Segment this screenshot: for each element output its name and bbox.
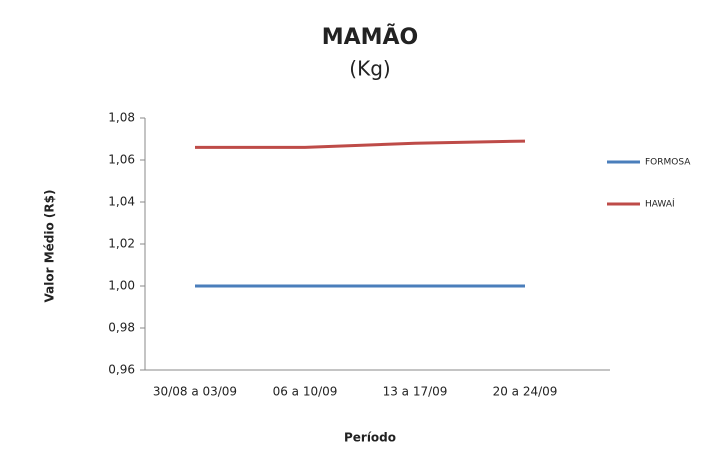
x-axis-label: Período — [344, 431, 396, 445]
y-tick-label: 1,00 — [108, 279, 135, 293]
chart-subtitle: (Kg) — [349, 57, 390, 81]
x-tick-label: 20 a 24/09 — [493, 385, 558, 399]
y-tick-label: 1,02 — [108, 237, 135, 251]
y-axis-label: Valor Médio (R$) — [43, 190, 57, 303]
series-line — [195, 141, 525, 147]
legend-label: HAWAÍ — [645, 198, 675, 210]
y-tick-label: 0,96 — [108, 363, 135, 377]
y-tick-label: 1,08 — [108, 111, 135, 125]
y-tick-label: 0,98 — [108, 321, 135, 335]
y-tick-label: 1,06 — [108, 153, 135, 167]
chart: MAMÃO (Kg) Período Valor Médio (R$) 0,96… — [0, 0, 708, 453]
x-tick-label: 06 a 10/09 — [273, 385, 338, 399]
chart-title: MAMÃO — [322, 24, 419, 50]
y-tick-label: 1,04 — [108, 195, 135, 209]
legend-label: FORMOSA — [645, 158, 691, 168]
x-tick-label: 13 a 17/09 — [383, 385, 448, 399]
x-tick-label: 30/08 a 03/09 — [153, 385, 237, 399]
